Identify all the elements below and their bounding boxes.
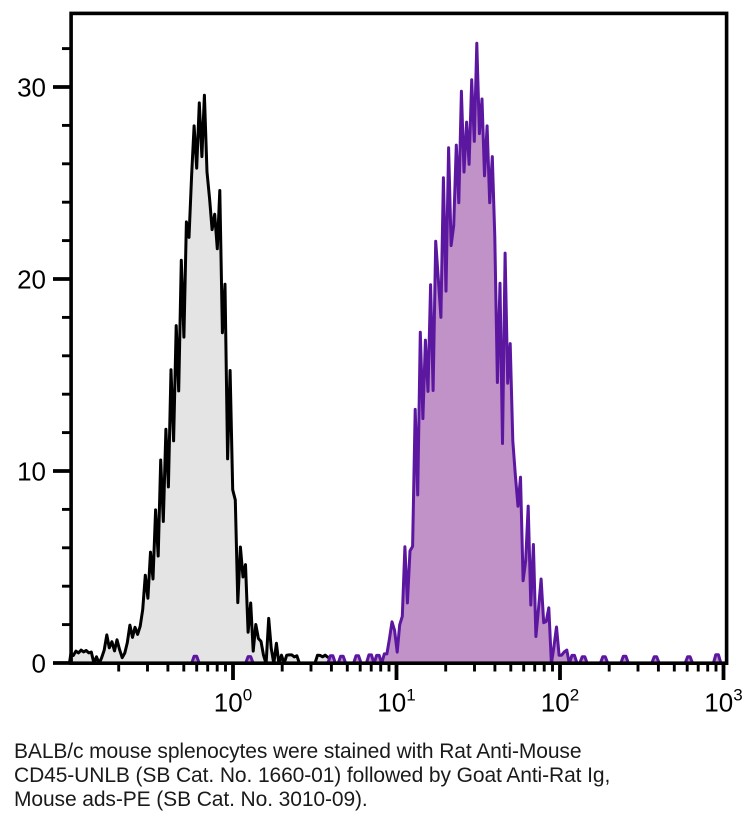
svg-text:10: 10 <box>17 457 46 487</box>
svg-text:0: 0 <box>32 649 46 679</box>
svg-text:20: 20 <box>17 265 46 295</box>
svg-text:30: 30 <box>17 73 46 103</box>
